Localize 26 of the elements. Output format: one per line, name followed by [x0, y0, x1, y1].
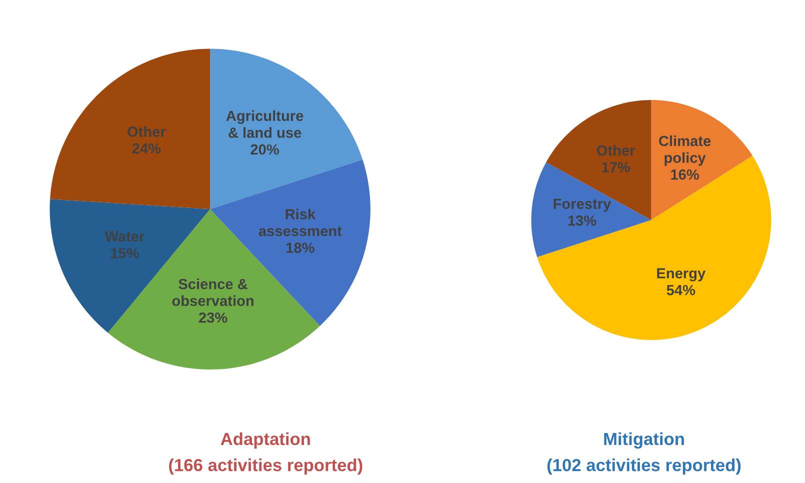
- slice-label: Climate policy: [659, 135, 711, 166]
- text: (166 activities reported): [169, 458, 362, 475]
- pie-slice: [210, 48, 363, 210]
- slice-label: Science & observation: [172, 278, 254, 306]
- data-label: 13%: [568, 215, 596, 226]
- data-label: 18%: [286, 242, 314, 253]
- slice-label: Other: [128, 126, 166, 137]
- slice-label: Water: [104, 231, 145, 242]
- pie-slice: [50, 48, 210, 210]
- text: Mitigation: [604, 432, 684, 449]
- slice-label: Energy: [657, 268, 706, 282]
- slice-label: Forestry: [554, 198, 612, 212]
- data-label: 16%: [671, 169, 699, 180]
- pie-slice: [651, 100, 753, 220]
- slice-label: Agriculture & land use: [226, 110, 304, 138]
- data-label: 17%: [602, 162, 630, 172]
- data-label: 23%: [198, 312, 228, 323]
- text: (102 activities reported): [547, 458, 741, 475]
- data-label: 24%: [132, 143, 161, 154]
- slice-label: Risk assessment: [258, 208, 342, 236]
- pie-slice: [531, 162, 652, 258]
- data-label: 20%: [250, 144, 279, 155]
- text: Adaptation: [220, 432, 310, 449]
- data-label: 15%: [111, 248, 139, 258]
- slice-label: Other: [596, 144, 636, 156]
- data-label: 54%: [666, 284, 696, 296]
